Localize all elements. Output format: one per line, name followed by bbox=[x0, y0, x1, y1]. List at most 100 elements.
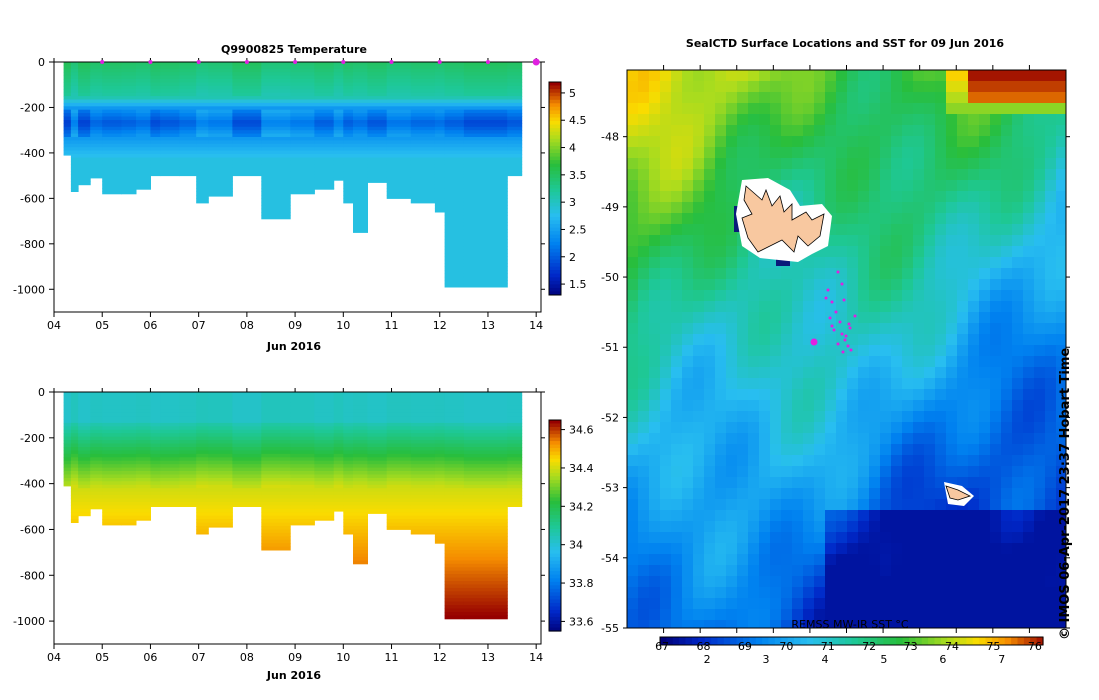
profile-cell bbox=[70, 419, 79, 424]
profile-cell bbox=[160, 491, 180, 496]
sst-cell bbox=[990, 334, 1002, 346]
sst-cell bbox=[759, 609, 771, 621]
profile-cell bbox=[150, 106, 161, 111]
profile-cell bbox=[70, 508, 79, 513]
sst-cell bbox=[946, 136, 958, 148]
profile-cell bbox=[196, 102, 209, 107]
sst-cell bbox=[1045, 389, 1057, 401]
sst-cell bbox=[649, 147, 661, 159]
profile-cell bbox=[150, 82, 161, 87]
sst-cell bbox=[913, 367, 925, 379]
sst-cell bbox=[1034, 213, 1046, 225]
profile-cell bbox=[160, 422, 180, 427]
profile-cell bbox=[434, 447, 445, 451]
sst-cell bbox=[1001, 444, 1013, 456]
sst-cell bbox=[627, 125, 639, 137]
sst-cell bbox=[770, 411, 782, 423]
x-tick-label: 08 bbox=[240, 651, 254, 664]
profile-cell bbox=[333, 495, 344, 499]
sst-cell bbox=[913, 334, 925, 346]
sst-cell bbox=[671, 301, 683, 313]
sst-cell bbox=[825, 147, 837, 159]
profile-cell bbox=[410, 147, 436, 152]
profile-cell bbox=[121, 436, 137, 441]
profile-cell bbox=[63, 140, 72, 145]
sst-cell bbox=[781, 323, 793, 335]
profile-cell bbox=[386, 502, 412, 506]
profile-cell bbox=[353, 429, 368, 434]
sst-cell bbox=[825, 466, 837, 478]
sst-cell bbox=[737, 477, 749, 489]
sst-cell bbox=[770, 312, 782, 324]
profile-cell bbox=[463, 491, 508, 496]
colorbar-tick-label: 34.2 bbox=[569, 500, 594, 513]
profile-cell bbox=[463, 246, 508, 250]
colorbar-swatch bbox=[947, 637, 955, 645]
colorbar-swatch bbox=[549, 241, 561, 246]
sst-cell bbox=[913, 246, 925, 258]
profile-cell bbox=[232, 160, 262, 165]
sst-cell bbox=[781, 180, 793, 192]
profile-cell bbox=[444, 208, 465, 213]
sst-cell bbox=[627, 114, 639, 126]
sst-cell bbox=[946, 290, 958, 302]
profile-cell bbox=[410, 137, 436, 141]
sst-cell bbox=[979, 543, 991, 555]
profile-cell bbox=[208, 484, 233, 489]
sst-cell bbox=[913, 543, 925, 555]
profile-cell bbox=[121, 181, 137, 186]
sst-cell bbox=[627, 180, 639, 192]
profile-cell bbox=[232, 79, 262, 83]
sst-cell bbox=[1045, 466, 1057, 478]
profile-cell bbox=[507, 113, 523, 117]
sst-cell bbox=[1034, 323, 1046, 335]
profile-cell bbox=[367, 160, 388, 165]
profile-cell bbox=[196, 532, 209, 535]
profile-cell bbox=[261, 395, 291, 400]
sst-cell bbox=[781, 444, 793, 456]
colorbar-swatch bbox=[549, 110, 561, 115]
colorbar-swatch bbox=[549, 465, 561, 470]
sst-cell bbox=[660, 147, 672, 159]
profile-cell bbox=[121, 505, 137, 510]
profile-cell bbox=[261, 201, 291, 206]
sst-cell bbox=[781, 70, 793, 82]
sst-cell bbox=[704, 290, 716, 302]
sst-cell bbox=[693, 70, 705, 82]
sst-cell bbox=[1056, 499, 1067, 511]
sst-cell bbox=[803, 114, 815, 126]
profile-cell bbox=[386, 160, 412, 165]
colorbar-swatch bbox=[762, 637, 770, 645]
profile-cell bbox=[150, 481, 161, 486]
profile-cell bbox=[353, 443, 368, 448]
sst-cell bbox=[1023, 477, 1035, 489]
sst-cell bbox=[726, 246, 738, 258]
sst-cell bbox=[847, 136, 859, 148]
profile-cell bbox=[333, 426, 344, 431]
profile-cell bbox=[102, 99, 122, 104]
sst-cell bbox=[638, 411, 650, 423]
profile-cell bbox=[434, 481, 445, 486]
sst-cell bbox=[781, 543, 793, 555]
sst-cell bbox=[836, 389, 848, 401]
sst-cell bbox=[836, 334, 848, 346]
profile-cell bbox=[463, 436, 508, 441]
sst-cell bbox=[957, 400, 969, 412]
sst-cell bbox=[627, 543, 639, 555]
sst-cell bbox=[1045, 488, 1057, 500]
profile-cell bbox=[434, 536, 445, 541]
sst-cell bbox=[627, 279, 639, 291]
profile-cell bbox=[463, 395, 508, 400]
profile-cell bbox=[343, 392, 354, 396]
sst-cell bbox=[671, 477, 683, 489]
profile-cell bbox=[367, 464, 388, 469]
sst-cell bbox=[869, 213, 881, 225]
sst-cell bbox=[913, 103, 925, 115]
profile-cell bbox=[343, 106, 354, 111]
sst-cell bbox=[715, 235, 727, 247]
profile-cell bbox=[386, 464, 412, 469]
profile-cell bbox=[232, 174, 262, 177]
profile-cell bbox=[160, 85, 180, 90]
